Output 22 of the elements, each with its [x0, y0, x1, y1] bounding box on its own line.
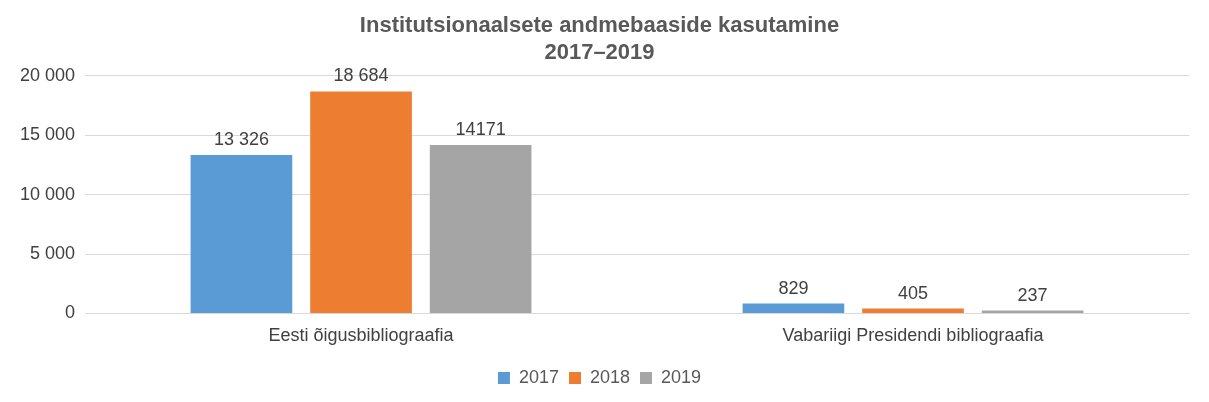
- bar: [310, 91, 412, 313]
- y-tick-label: 0: [65, 302, 76, 323]
- data-label: 14171: [455, 119, 506, 140]
- y-tick-label: 20 000: [19, 64, 76, 85]
- data-label: 829: [778, 277, 809, 298]
- y-tick-label: 5 000: [30, 242, 76, 263]
- x-tick-label: Vabariigi Presidendi bibliograafia: [782, 325, 1045, 346]
- legend-label: 2018: [589, 366, 631, 387]
- legend-label: 2017: [518, 366, 559, 387]
- chart-title: Institutsionaalsete andmebaaside kasutamine 2017–2019: [359, 12, 840, 64]
- x-tick-label: Eesti õigusbibliograafia: [268, 325, 455, 346]
- y-tick-label: 10 000: [19, 183, 76, 204]
- data-label: 18 684: [333, 65, 389, 86]
- data-label: 237: [1017, 284, 1048, 305]
- data-label: 405: [897, 282, 929, 303]
- bar: [862, 308, 964, 313]
- bar: [190, 155, 293, 313]
- legend-label: 2019: [661, 366, 702, 387]
- y-tick-label: 15 000: [19, 124, 76, 145]
- bar: [429, 145, 532, 313]
- bar: [742, 303, 845, 313]
- data-label: 13 326: [213, 129, 269, 150]
